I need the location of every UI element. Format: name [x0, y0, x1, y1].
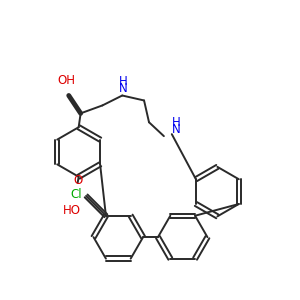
- Text: H: H: [119, 75, 128, 88]
- Text: HO: HO: [63, 204, 81, 217]
- Text: N: N: [119, 82, 128, 94]
- Text: Cl: Cl: [70, 188, 82, 201]
- Text: OH: OH: [58, 74, 76, 87]
- Text: N: N: [171, 123, 180, 136]
- Text: H: H: [171, 116, 180, 129]
- Text: O: O: [74, 174, 83, 187]
